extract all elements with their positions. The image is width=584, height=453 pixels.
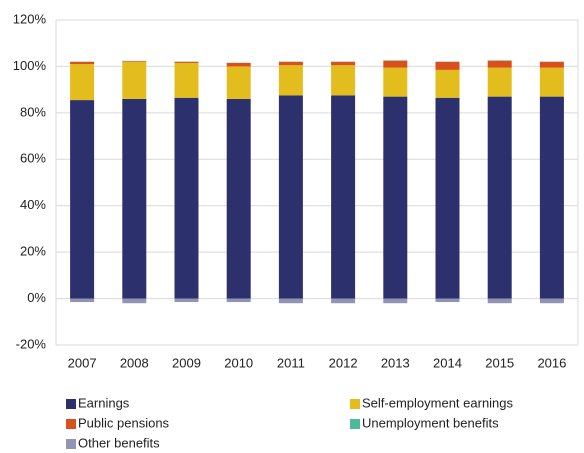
bar-segment (174, 298, 199, 303)
bar-segment (174, 62, 199, 98)
bar-segment (435, 69, 460, 98)
legend-label: Self-employment earnings (362, 395, 514, 410)
legend-label: Public pensions (78, 415, 170, 430)
bar-segment (174, 61, 199, 63)
bar-segment (539, 67, 564, 97)
bar-segment (435, 298, 460, 303)
legend-swatch (350, 399, 360, 409)
bar-segment (435, 97, 460, 299)
x-tick-label: 2009 (172, 355, 201, 370)
y-tick-label: 80% (20, 104, 46, 119)
y-tick-label: 20% (20, 244, 46, 259)
x-tick-label: 2008 (120, 355, 149, 370)
y-tick-label: 60% (20, 151, 46, 166)
y-tick-label: -20% (16, 336, 47, 351)
x-tick-label: 2010 (224, 355, 253, 370)
bar-segment (487, 67, 512, 97)
bar-segment (487, 96, 512, 299)
x-tick-label: 2014 (433, 355, 462, 370)
legend-label: Unemployment benefits (362, 415, 499, 430)
bar-segment (122, 298, 147, 304)
bar-segment (70, 64, 95, 101)
x-tick-label: 2016 (537, 355, 566, 370)
bar-segment (331, 298, 356, 304)
y-tick-label: 100% (13, 58, 47, 73)
y-tick-label: 120% (13, 11, 47, 26)
x-tick-label: 2011 (277, 355, 305, 370)
bar-segment (174, 97, 199, 299)
y-tick-label: 0% (27, 290, 46, 305)
x-tick-label: 2012 (329, 355, 358, 370)
y-tick-label: 40% (20, 197, 46, 212)
legend-swatch (66, 439, 76, 449)
bar-segment (539, 61, 564, 68)
bar-segment (331, 61, 356, 66)
legend-swatch (66, 399, 76, 409)
legend-label: Earnings (78, 395, 130, 410)
bar-segment (226, 66, 251, 99)
bar-segment (122, 98, 147, 299)
x-tick-label: 2013 (381, 355, 410, 370)
bar-segment (70, 100, 95, 299)
legend-swatch (350, 419, 360, 429)
bar-segment (226, 98, 251, 299)
bar-segment (226, 62, 251, 67)
bar-segment (539, 298, 564, 304)
bar-segment (70, 298, 95, 303)
legend-swatch (66, 419, 76, 429)
bar-segment (226, 298, 251, 303)
bar-segment (278, 298, 303, 304)
x-tick-label: 2007 (68, 355, 97, 370)
bar-segment (122, 61, 147, 99)
bar-segment (70, 61, 95, 65)
bar-segment (122, 61, 147, 62)
bar-segment (331, 95, 356, 299)
bar-segment (487, 298, 512, 304)
bar-segment (331, 65, 356, 96)
bar-segment (383, 67, 408, 97)
bar-segment (435, 61, 460, 70)
bar-segment (487, 60, 512, 68)
bar-segment (383, 298, 408, 304)
bar-segment (539, 96, 564, 299)
bar-segment (278, 61, 303, 66)
bar-segment (278, 95, 303, 299)
x-tick-label: 2015 (485, 355, 514, 370)
bar-segment (383, 60, 408, 68)
bar-segment (278, 65, 303, 96)
legend-label: Other benefits (78, 435, 160, 450)
bar-segment (383, 96, 408, 299)
